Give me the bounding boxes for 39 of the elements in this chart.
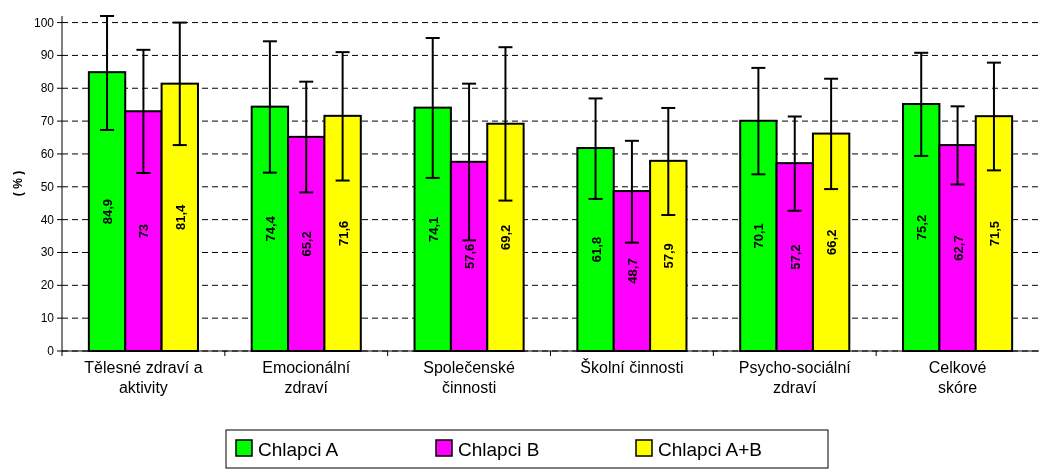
data-label: 73 [136, 223, 152, 239]
y-tick-label: 80 [40, 81, 55, 96]
x-tick-label: Společenské činnosti [423, 359, 515, 396]
y-tick-label: 10 [40, 311, 55, 326]
data-label: 65,2 [299, 231, 315, 257]
data-label: 71,6 [335, 220, 351, 247]
y-tick-label: 50 [40, 179, 55, 194]
x-tick-label: Emocionální zdraví [262, 359, 351, 396]
x-tick-label: Tělesné zdraví a aktivity [84, 359, 203, 396]
y-tick-label: 60 [40, 146, 55, 161]
data-label: 62,7 [950, 235, 966, 261]
data-label: 66,2 [824, 229, 840, 255]
y-tick-label: 0 [47, 344, 55, 358]
data-label: 84,9 [100, 198, 116, 225]
x-tick-label: Psycho-sociální zdraví [738, 359, 852, 396]
legend-label: Chlapci B [458, 439, 540, 460]
data-label: 81,4 [172, 203, 188, 230]
y-tick-label: 30 [40, 245, 55, 260]
y-tick-label: 90 [40, 48, 55, 63]
data-label: 69,2 [498, 224, 514, 251]
y-tick-label: 70 [40, 114, 55, 129]
data-label: 74,1 [425, 216, 441, 242]
x-tick-label: Školní činnosti [580, 358, 684, 376]
data-label: 57,6 [462, 243, 478, 270]
data-label: 75,2 [914, 214, 930, 241]
data-label: 70,1 [751, 223, 767, 249]
data-label: 61,8 [588, 236, 604, 263]
legend-label: Chlapci A [258, 439, 339, 460]
data-label: 74,4 [262, 215, 278, 242]
legend-label: Chlapci A+B [658, 439, 763, 460]
data-label: 57,9 [661, 243, 677, 269]
y-axis-title: ( % ) [11, 170, 25, 197]
x-tick-label: Celkové skóre [928, 359, 987, 396]
y-tick-label: 20 [40, 278, 55, 293]
y-tick-label: 100 [33, 15, 55, 30]
y-tick-label: 40 [40, 212, 55, 227]
data-label: 71,5 [986, 220, 1002, 247]
data-label: 48,7 [624, 258, 640, 284]
data-label: 57,2 [787, 244, 803, 270]
